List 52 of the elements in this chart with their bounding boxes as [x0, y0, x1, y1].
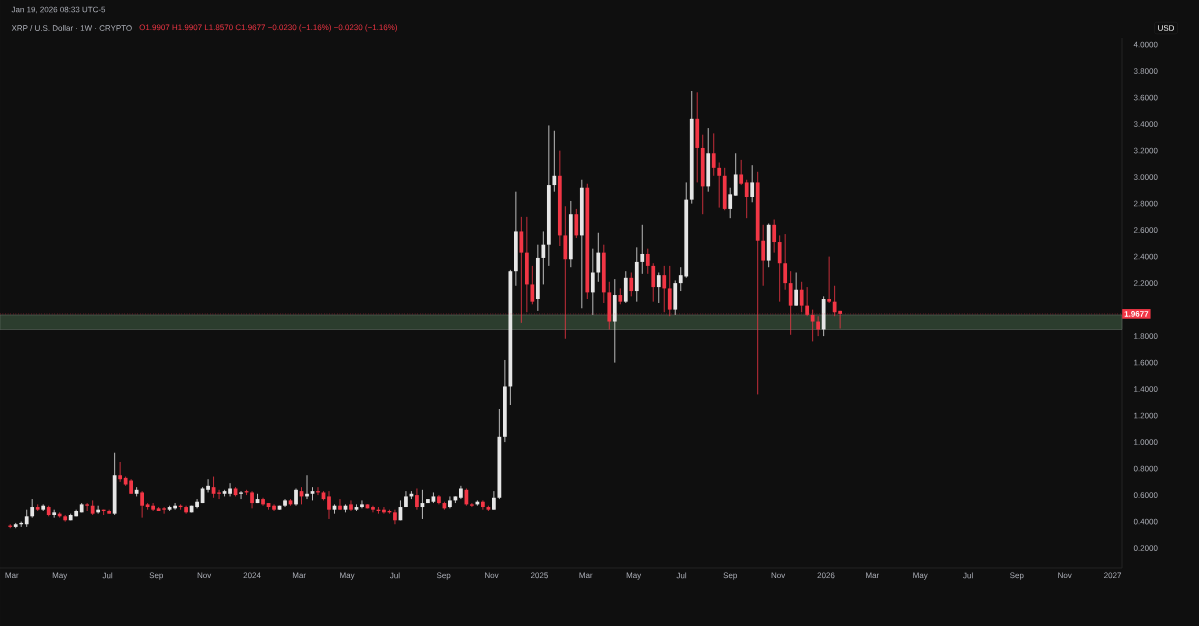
candlestick [228, 482, 232, 497]
candlestick [640, 224, 645, 275]
candlestick [360, 500, 364, 509]
candlestick [733, 152, 738, 197]
candlestick [118, 461, 123, 483]
candlestick [827, 256, 832, 304]
candlestick [794, 272, 799, 307]
candlestick [481, 500, 485, 511]
candlestick [574, 208, 579, 239]
candlestick [310, 486, 315, 501]
candlestick [761, 224, 766, 287]
candlestick [415, 488, 419, 511]
candlestick [530, 265, 535, 305]
candlestick [651, 262, 656, 303]
candlestick [645, 248, 650, 275]
candlestick [184, 505, 188, 515]
candlestick [816, 315, 821, 337]
candlestick [349, 500, 353, 512]
candlestick [744, 179, 749, 219]
candlestick [217, 489, 221, 500]
candlestick [239, 490, 243, 500]
candlestick [629, 272, 634, 297]
candlestick [728, 187, 733, 219]
candlestick [371, 505, 375, 513]
candlestick [596, 232, 601, 283]
candlestick [338, 498, 342, 511]
candlestick [85, 502, 90, 512]
candlestick [552, 130, 557, 193]
candlestick [662, 265, 667, 313]
candlestick [140, 490, 145, 519]
candlestick [541, 231, 546, 285]
candlestick [272, 503, 276, 512]
candlestick [261, 497, 265, 507]
candlestick [327, 490, 331, 520]
candlestick [656, 272, 661, 304]
candlestick [739, 159, 744, 186]
candlestick [711, 132, 716, 177]
candlestick [162, 506, 166, 515]
candlestick [195, 498, 199, 509]
candlestick [777, 235, 782, 303]
candlestick [448, 496, 452, 509]
candlestick [783, 233, 788, 291]
candlestick [30, 498, 35, 519]
candlestick [491, 490, 496, 511]
candlestick [623, 270, 628, 304]
candlestick [393, 509, 397, 525]
candlestick [206, 478, 210, 493]
candlestick [717, 162, 722, 208]
candlestick [750, 164, 755, 203]
candlestick [772, 219, 777, 254]
candlestick [590, 248, 595, 316]
candlestick [470, 502, 474, 508]
